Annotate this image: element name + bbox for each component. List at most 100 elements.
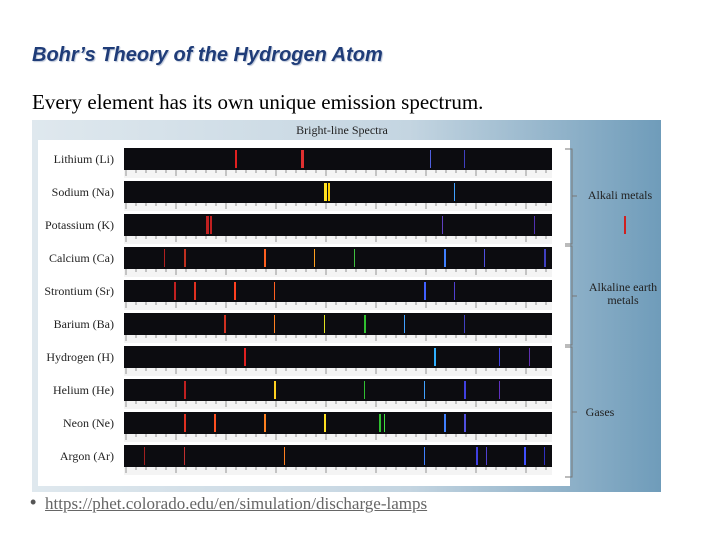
spectrum-strip	[124, 346, 552, 368]
scale-band	[124, 335, 552, 343]
spectral-line	[284, 447, 285, 465]
spectra-figure: Bright-line Spectra Alkali metals Alkali…	[32, 120, 661, 492]
scale-band	[124, 368, 552, 376]
spectral-line	[476, 447, 478, 465]
spectral-line	[444, 414, 446, 432]
scale-band	[124, 203, 552, 211]
spectral-line	[534, 216, 535, 234]
element-label: Argon (Ar)	[59, 449, 114, 463]
spectral-line	[464, 381, 466, 399]
spectrum-strip	[124, 445, 552, 467]
element-label: Sodium (Na)	[51, 185, 114, 199]
spectral-line	[164, 249, 165, 267]
spectral-line	[424, 447, 425, 465]
spectral-line	[174, 282, 176, 300]
spectral-line	[194, 282, 196, 300]
spectral-line	[464, 414, 466, 432]
spectral-line	[301, 150, 304, 168]
group-label: Alkali metals	[587, 188, 653, 202]
spectral-line	[354, 249, 355, 267]
spectral-line	[524, 447, 526, 465]
spectral-line	[328, 183, 330, 201]
scale-band	[124, 467, 552, 475]
spectral-line	[444, 249, 446, 267]
spectral-line	[244, 348, 246, 366]
spectral-line	[224, 315, 226, 333]
spectra	[124, 148, 626, 478]
spectral-line	[314, 249, 315, 267]
scale-band	[124, 269, 552, 277]
spectral-line	[274, 315, 275, 333]
bracket	[565, 148, 577, 245]
spectrum-strip	[124, 379, 552, 401]
group-label: Gases	[585, 405, 615, 419]
element-label: Strontium (Sr)	[44, 284, 114, 298]
spectral-line	[544, 249, 546, 267]
spectral-line	[274, 282, 275, 300]
spectral-line	[184, 381, 186, 399]
spectral-line	[624, 216, 626, 234]
scale-band	[124, 302, 552, 310]
spectral-line	[442, 216, 443, 234]
spectral-line	[384, 414, 385, 432]
spectral-line	[464, 315, 465, 333]
spectral-line	[484, 249, 485, 267]
link[interactable]: https://phet.colorado.edu/en/simulation/…	[45, 494, 428, 513]
spectral-line	[454, 183, 455, 201]
spectral-line	[324, 414, 326, 432]
scale-band	[124, 434, 552, 442]
spectral-line	[544, 447, 545, 465]
spectrum-strip	[124, 181, 552, 203]
scale-band	[124, 170, 552, 178]
spectral-line	[364, 315, 366, 333]
element-label: Neon (Ne)	[63, 416, 114, 430]
spectral-line	[184, 447, 185, 465]
spectrum-strip	[124, 313, 552, 335]
spectral-line	[235, 150, 237, 168]
spectral-line	[499, 348, 500, 366]
spectrum-strip	[124, 148, 552, 170]
spectral-line	[210, 216, 212, 234]
spectral-line	[434, 348, 436, 366]
spectral-line	[324, 315, 325, 333]
spectrum-strip	[124, 247, 552, 269]
spectrum-strip	[124, 280, 552, 302]
spectral-line	[214, 414, 216, 432]
slide-title: Bohr’s Theory of the Hydrogen Atom	[32, 44, 383, 66]
spectral-line	[454, 282, 455, 300]
spectral-line	[424, 282, 426, 300]
spectral-line	[364, 381, 365, 399]
bracket	[565, 245, 577, 346]
bullet: •	[30, 492, 37, 512]
spectral-line	[144, 447, 145, 465]
group-label: Alkaline earth metals	[588, 280, 658, 307]
bracket	[565, 346, 577, 478]
spectral-line	[529, 348, 530, 366]
element-label: Calcium (Ca)	[49, 251, 114, 265]
element-label: Barium (Ba)	[53, 317, 114, 331]
scale-band	[124, 236, 552, 244]
element-label: Hydrogen (H)	[46, 350, 114, 364]
spectral-line	[430, 150, 431, 168]
spectrum-strip	[124, 412, 552, 434]
spectral-line	[379, 414, 381, 432]
element-label: Lithium (Li)	[53, 152, 114, 166]
spectral-line	[486, 447, 487, 465]
subtitle: Every element has its own unique emissio…	[32, 90, 484, 114]
spectrum-strip	[124, 214, 552, 236]
spectral-line	[424, 381, 425, 399]
spectral-line	[264, 249, 266, 267]
brackets	[565, 148, 577, 478]
spectral-line	[404, 315, 405, 333]
figure-title: Bright-line Spectra	[296, 123, 388, 137]
spectral-line	[264, 414, 266, 432]
scale-band	[124, 401, 552, 409]
spectral-line	[464, 150, 465, 168]
spectral-line	[184, 249, 186, 267]
spectral-line	[499, 381, 500, 399]
spectral-line	[184, 414, 186, 432]
spectral-line	[234, 282, 236, 300]
spectral-line	[274, 381, 276, 399]
spectral-line	[206, 216, 209, 234]
